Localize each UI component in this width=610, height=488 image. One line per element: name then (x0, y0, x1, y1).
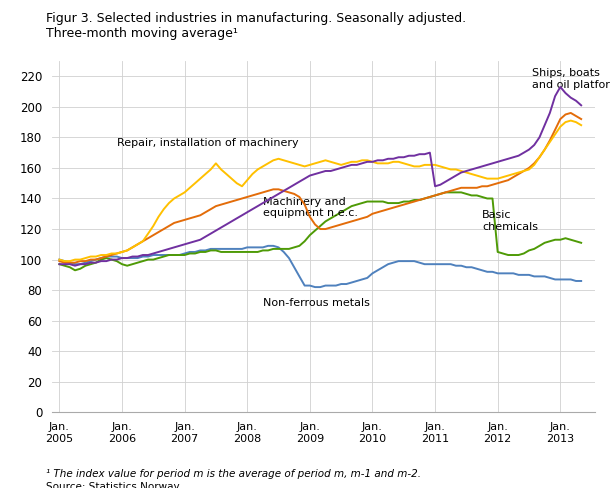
Text: Basic
chemicals: Basic chemicals (482, 210, 538, 232)
Text: Figur 3. Selected industries in manufacturing. Seasonally adjusted.: Figur 3. Selected industries in manufact… (46, 12, 466, 25)
Text: Machinery and
equipment n.e.c.: Machinery and equipment n.e.c. (263, 197, 358, 218)
Text: ¹ The index value for period m is the average of period m, m-1 and m-2.: ¹ The index value for period m is the av… (46, 469, 421, 479)
Text: Source: Statistics Norway.: Source: Statistics Norway. (46, 482, 181, 488)
Text: Repair, installation of machinery: Repair, installation of machinery (117, 138, 299, 148)
Text: Ships, boats
and oil platforms: Ships, boats and oil platforms (532, 68, 610, 90)
Text: Non-ferrous metals: Non-ferrous metals (263, 299, 370, 308)
Text: Three-month moving average¹: Three-month moving average¹ (46, 27, 238, 40)
